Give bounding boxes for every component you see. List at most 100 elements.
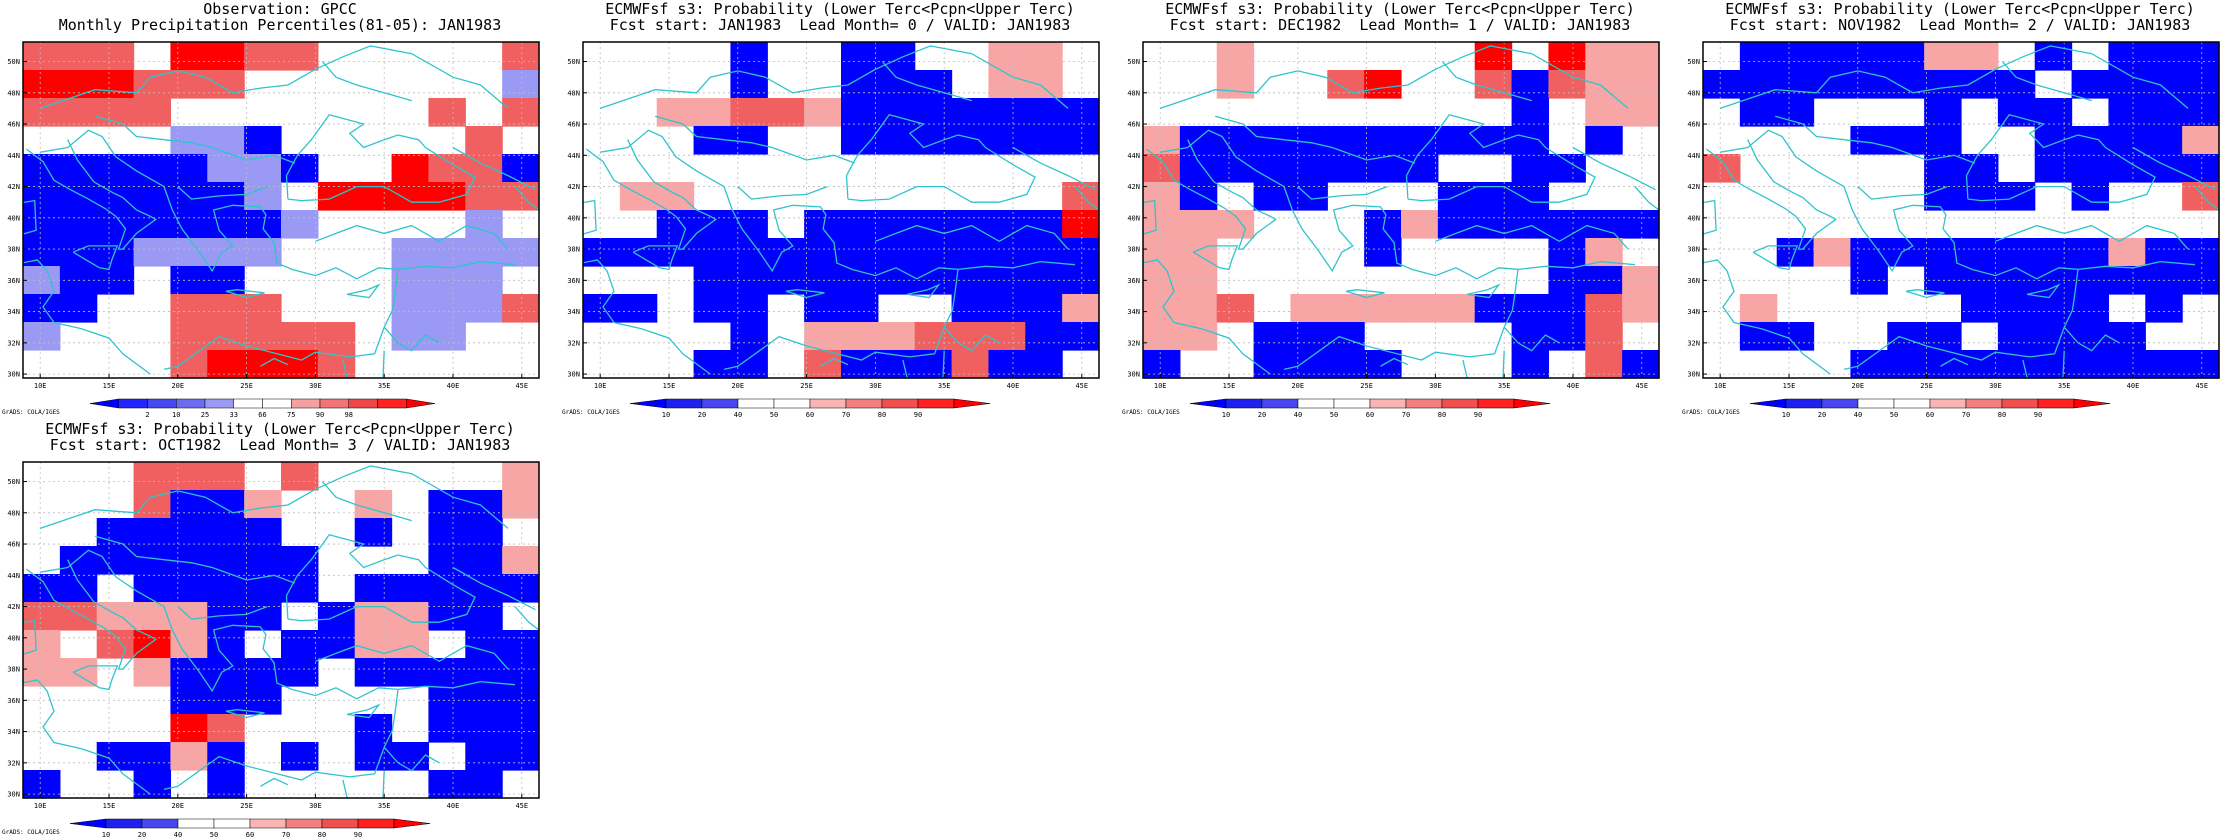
lat-label: 36N: [1687, 277, 1700, 285]
grid-cell: [502, 98, 540, 127]
grid-cell: [207, 238, 245, 267]
grid-cell: [877, 126, 916, 155]
grid-cell: [804, 98, 842, 127]
colorbar-label: 50: [1330, 411, 1338, 419]
grid-cell: [391, 322, 430, 351]
map-panel-lead0: ECMWFsf s3: Probability (Lower Terc<Pcpn…: [560, 0, 1120, 420]
coastline: [40, 549, 399, 791]
grid-cell: [1327, 294, 1365, 323]
colorbar-label: 90: [354, 831, 362, 839]
colorbar-label: 20: [698, 411, 706, 419]
colorbar-swatch: [377, 398, 407, 409]
colorbar-swatch: [118, 398, 148, 409]
colorbar-label: 20: [1258, 411, 1266, 419]
grid-cell: [619, 238, 658, 267]
grid-cell: [502, 574, 540, 603]
grid-cell: [1776, 70, 1815, 99]
coastline: [1572, 146, 1656, 191]
grid-cell: [1216, 294, 1255, 323]
grid-cell: [1585, 98, 1623, 127]
grid-cell: [59, 658, 98, 687]
lon-label: 10E: [594, 382, 607, 390]
colorbar-swatch: [1749, 398, 1787, 409]
grid-cell: [96, 42, 135, 71]
grid-cell: [2034, 238, 2073, 267]
grid-cell: [1548, 322, 1586, 351]
grid-cell: [2182, 70, 2220, 99]
coastline: [23, 199, 37, 235]
lat-label: 32N: [567, 339, 580, 347]
grid-cell: [170, 714, 208, 743]
grid-cell: [1290, 294, 1328, 323]
colorbar-label: 20: [1818, 411, 1826, 419]
colorbar-label: 40: [1294, 411, 1302, 419]
grid-cell: [1179, 294, 1218, 323]
coastline: [1405, 113, 1596, 203]
coastline: [1153, 0, 1315, 1]
grid-cell: [207, 210, 245, 239]
lat-label: 44N: [1687, 152, 1700, 160]
grid-cell: [170, 322, 208, 351]
grid-cell: [281, 630, 319, 659]
grid-cell: [391, 630, 430, 659]
grid-cell: [1850, 126, 1888, 155]
grid-cell: [914, 322, 953, 351]
grid-cell: [207, 154, 245, 183]
grid-cell: [133, 574, 172, 603]
grid-cell: [59, 238, 98, 267]
lat-label: 50N: [1127, 58, 1140, 66]
grid-cell: [1622, 210, 1660, 239]
grid-cell: [951, 322, 990, 351]
coastline: [39, 465, 509, 530]
grid-cell: [1062, 126, 1100, 155]
grid-cell: [1997, 294, 2036, 323]
grid-cell: [1216, 70, 1255, 99]
colorbar-swatch: [2037, 398, 2075, 409]
lat-label: 36N: [1127, 277, 1140, 285]
grid-cell: [391, 182, 430, 211]
grid-cell: [207, 462, 245, 491]
grid-cell: [244, 490, 282, 519]
grid-cell: [207, 658, 245, 687]
grid-cell: [951, 350, 990, 379]
grid-cell: [1216, 154, 1255, 183]
grid-cell: [244, 518, 282, 547]
grid-cell: [133, 238, 172, 267]
grid-cell: [1062, 238, 1100, 267]
lat-label: 48N: [1687, 89, 1700, 97]
grid-cell: [502, 742, 540, 771]
coastline: [1143, 259, 1271, 375]
grid-cell: [23, 70, 61, 99]
coastline: [1215, 115, 1416, 164]
grid-cell: [1401, 294, 1439, 323]
colorbar-swatch: [105, 818, 143, 829]
grid-cell: [502, 714, 540, 743]
grid-cell: [354, 490, 393, 519]
lon-label: 25E: [240, 382, 253, 390]
lat-label: 48N: [1127, 89, 1140, 97]
colorbar-swatch: [1965, 398, 2003, 409]
colorbar-label: 25: [201, 411, 209, 419]
lat-label: 34N: [1687, 308, 1700, 316]
coastline: [1380, 357, 1409, 367]
grid-cell: [1364, 126, 1402, 155]
lon-label: 45E: [2195, 382, 2208, 390]
coastline: [632, 245, 679, 271]
coastline: [875, 224, 1069, 250]
grid-cell: [1025, 126, 1063, 155]
coastline: [23, 679, 151, 795]
colorbar-label: 50: [770, 411, 778, 419]
lon-label: 40E: [1567, 382, 1580, 390]
lon-label: 20E: [1291, 382, 1304, 390]
grid-cell: [1511, 322, 1550, 351]
lat-label: 32N: [1687, 339, 1700, 347]
colorbar-label: 10: [1782, 411, 1790, 419]
grid-cell: [951, 294, 990, 323]
grid-cell: [391, 602, 430, 631]
grid-cell: [1216, 42, 1255, 71]
coastline: [655, 115, 856, 164]
grid-cell: [2145, 42, 2183, 71]
lon-label: 15E: [103, 802, 116, 810]
grid-cell: [59, 210, 98, 239]
colorbar-swatch: [773, 398, 811, 409]
